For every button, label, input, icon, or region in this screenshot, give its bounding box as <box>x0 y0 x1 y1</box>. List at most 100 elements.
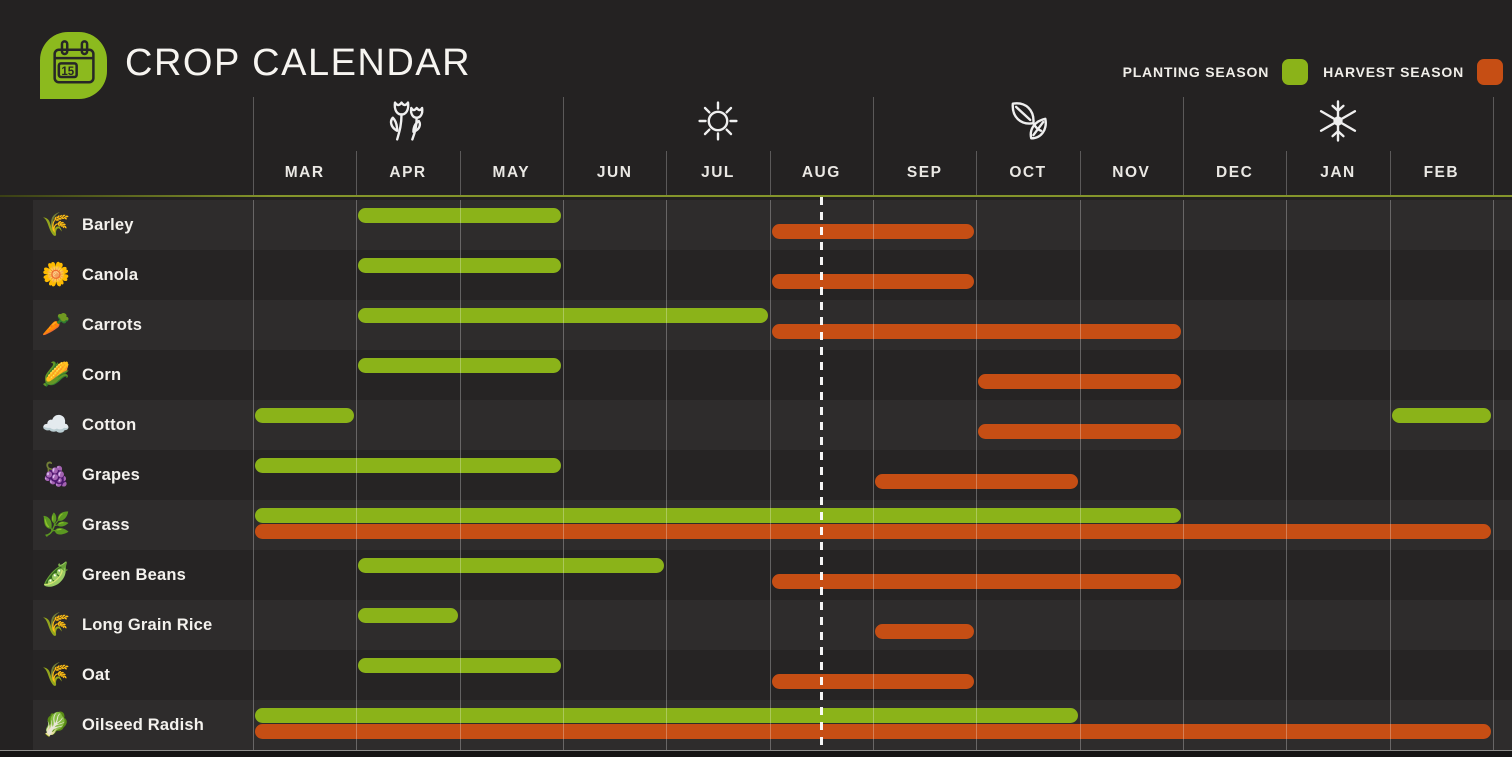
crop-name: Canola <box>82 266 139 284</box>
crop-name: Barley <box>82 216 134 234</box>
harvest-bar <box>771 324 1181 339</box>
season-boundary-line <box>563 97 564 195</box>
season-icon-spring-tulips-icon <box>382 95 434 147</box>
planting-bar <box>358 358 561 373</box>
month-separator-line <box>356 151 358 195</box>
crop-name: Grapes <box>82 466 141 484</box>
month-label: DEC <box>1216 164 1254 181</box>
planting-bar <box>1391 408 1491 423</box>
month-label: FEB <box>1423 164 1460 181</box>
crop-icon: 🌼 <box>41 262 71 288</box>
month-label: JAN <box>1320 164 1356 181</box>
harvest-bar <box>255 524 1491 539</box>
planting-bar <box>358 658 561 673</box>
crop-row-stripe <box>33 600 1512 650</box>
month-gridline <box>1183 200 1184 750</box>
month-gridline <box>253 200 254 750</box>
month-separator-line <box>769 151 771 195</box>
crop-icon: 🥬 <box>41 712 71 738</box>
month-gridline <box>976 200 978 750</box>
month-label: NOV <box>1112 164 1151 181</box>
crop-icon: 🌽 <box>41 362 71 388</box>
season-icon-summer-sun-icon <box>692 95 744 147</box>
month-separator-line <box>1079 151 1081 195</box>
planting-bar <box>255 508 1181 523</box>
harvest-bar <box>255 724 1491 739</box>
month-label: JUN <box>596 164 633 181</box>
crop-icon: 🍇 <box>41 462 71 488</box>
today-marker-line <box>819 197 823 750</box>
harvest-bar <box>875 474 1078 489</box>
crop-name: Oilseed Radish <box>82 716 205 734</box>
month-separator-line <box>976 151 978 195</box>
month-label: APR <box>389 164 427 181</box>
legend: PLANTING SEASON HARVEST SEASON <box>1123 59 1503 85</box>
month-gridline <box>1389 200 1391 750</box>
month-gridline <box>769 200 771 750</box>
season-boundary-line <box>873 97 874 195</box>
crop-icon: ☁️ <box>41 412 71 438</box>
month-gridline <box>459 200 461 750</box>
crop-row-stripe <box>33 200 1512 250</box>
month-separator-line <box>1286 151 1288 195</box>
harvest-bar <box>978 374 1181 389</box>
crop-row-stripe <box>33 250 1512 300</box>
month-label: AUG <box>801 164 841 181</box>
month-gridline <box>563 200 564 750</box>
harvest-bar <box>771 574 1181 589</box>
month-gridline <box>666 200 668 750</box>
planting-bar <box>358 208 561 223</box>
planting-bar <box>255 458 561 473</box>
crop-name: Oat <box>82 666 111 684</box>
crop-icon: 🌿 <box>41 512 71 538</box>
month-gridline <box>873 200 874 750</box>
season-boundary-line <box>253 97 254 195</box>
crop-row-stripe <box>33 450 1512 500</box>
crop-row-stripe <box>33 300 1512 350</box>
crop-name: Long Grain Rice <box>82 616 213 634</box>
crop-row-stripe <box>33 400 1512 450</box>
crop-name: Carrots <box>82 316 143 334</box>
month-gridline <box>1079 200 1081 750</box>
season-boundary-line <box>1183 97 1184 195</box>
crop-icon: 🥕 <box>41 312 71 338</box>
harvest-season-label: HARVEST SEASON <box>1323 64 1464 80</box>
crop-row-stripe <box>33 550 1512 600</box>
crop-row-stripe <box>33 350 1512 400</box>
month-label: OCT <box>1009 164 1047 181</box>
legend-item-planting: PLANTING SEASON <box>1123 59 1309 85</box>
month-label: JUL <box>701 164 735 181</box>
planting-bar <box>255 408 355 423</box>
planting-swatch <box>1282 59 1309 85</box>
month-gridline <box>1493 200 1494 750</box>
calendar-glyph-icon: 15 <box>53 40 95 84</box>
crop-name: Grass <box>82 516 130 534</box>
crop-icon: 🌾 <box>41 662 71 688</box>
planting-bar <box>358 608 458 623</box>
month-separator-line <box>666 151 668 195</box>
planting-season-label: PLANTING SEASON <box>1122 64 1270 80</box>
planting-bar <box>358 308 768 323</box>
crop-name: Green Beans <box>82 566 186 584</box>
crop-icon: 🌾 <box>41 612 71 638</box>
month-label: SEP <box>906 164 943 181</box>
season-icon-autumn-leaves-icon <box>1002 95 1054 147</box>
planting-bar <box>358 558 665 573</box>
planting-bar <box>358 258 561 273</box>
harvest-bar <box>875 624 975 639</box>
chart-bottom-line <box>0 750 1512 751</box>
planting-bar <box>255 708 1078 723</box>
season-icon-winter-snowflake-icon <box>1312 95 1364 147</box>
season-boundary-line <box>1493 97 1494 195</box>
header-underline <box>0 195 1512 197</box>
crop-icon: 🌾 <box>41 212 71 238</box>
bottom-strip <box>0 751 1512 757</box>
month-label: MAY <box>492 164 531 181</box>
calendar-badge-icon: 15 <box>40 32 107 99</box>
crop-name: Cotton <box>82 416 137 434</box>
calendar-day-text: 15 <box>61 66 74 78</box>
crop-row-stripe <box>33 650 1512 700</box>
harvest-swatch <box>1477 59 1503 85</box>
harvest-bar <box>978 424 1181 439</box>
